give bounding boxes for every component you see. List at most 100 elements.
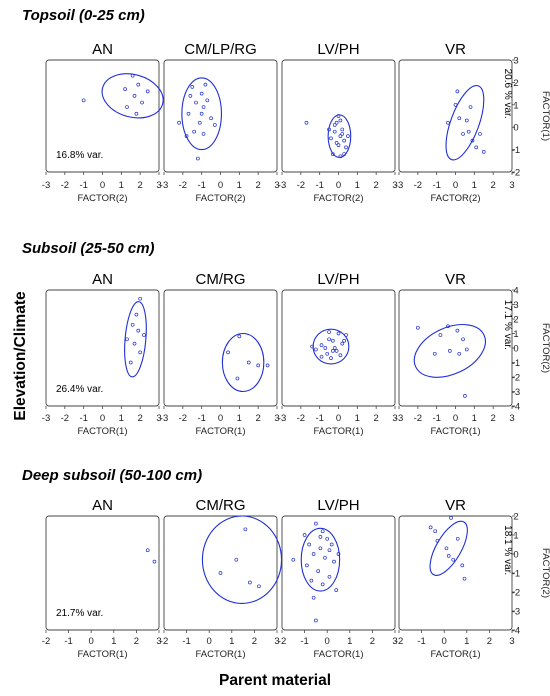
- data-point: [461, 337, 465, 342]
- x-axis-label: FACTOR(2): [78, 193, 128, 204]
- data-point: [203, 82, 208, 87]
- data-point: [446, 324, 450, 329]
- plot-frame: [281, 289, 396, 407]
- data-point: [291, 557, 296, 562]
- x-axis-label: FACTOR(2): [314, 193, 364, 204]
- data-point: [319, 343, 324, 347]
- x-tick-label: 3: [156, 180, 161, 191]
- data-point: [307, 542, 311, 547]
- x-tick-label: 2: [491, 413, 496, 424]
- y-tick-label: -4: [512, 626, 520, 637]
- x-tick-label: 2: [134, 636, 139, 647]
- x-tick-label: 1: [347, 636, 352, 647]
- panel-lv-ph: LV/PH -3 -2 -1 0 1 2 3 FACTOR(1): [278, 271, 398, 437]
- x-tick-label: -2: [414, 180, 422, 191]
- confidence-ellipse: [124, 301, 147, 378]
- data-point: [237, 334, 242, 339]
- data-point: [330, 349, 335, 353]
- data-point: [323, 555, 327, 560]
- plot-frame: [281, 59, 396, 173]
- data-point: [256, 363, 261, 368]
- x-axis-label: FACTOR(2): [431, 193, 481, 204]
- x-tick-label: -1: [315, 180, 323, 191]
- data-point: [451, 557, 456, 562]
- x-axis-label: FACTOR(1): [196, 649, 246, 660]
- data-point: [447, 349, 452, 353]
- plot-area: -3 -2 -1 0 1 2 3 FACTOR(2): [160, 59, 280, 204]
- x-tick-label: -2: [179, 180, 187, 191]
- x-tick-label: 1: [355, 180, 360, 191]
- data-point: [190, 85, 195, 89]
- x-variance-label: 16.8% var.: [56, 150, 103, 161]
- panel-cm-rg: CM/RG -2 -1 0 1 2 3 FACTOR(1): [160, 497, 283, 660]
- data-point: [140, 100, 144, 105]
- confidence-ellipse: [221, 332, 265, 393]
- data-point: [201, 105, 206, 109]
- panel-label: CM/RG: [196, 271, 246, 288]
- data-point: [332, 123, 337, 127]
- plot-area: -3 -2 -1 0 1 2 3 FACTOR(1) 26.4% var.: [42, 289, 162, 437]
- plot-area: -2 -1 0 1 2 3 FACTOR(1) 21.7% var.: [42, 515, 162, 660]
- y-tick-label: 4: [513, 286, 518, 297]
- data-point: [320, 529, 325, 534]
- x-tick-label: -3: [42, 180, 50, 191]
- y-tick-label: -3: [512, 607, 520, 618]
- panel-label: VR: [445, 497, 466, 514]
- y-axis-title: Elevation/Climate: [12, 291, 29, 421]
- data-point: [327, 330, 331, 334]
- x-tick-label: -2: [61, 180, 69, 191]
- plot-frame: [398, 515, 513, 631]
- x-tick-label: 0: [100, 180, 105, 191]
- plot-frame: [45, 515, 160, 631]
- x-tick-label: 2: [491, 180, 496, 191]
- x-tick-label: 1: [229, 636, 234, 647]
- section-title: Deep subsoil (50-100 cm): [22, 467, 202, 484]
- x-tick-label: -2: [61, 413, 69, 424]
- data-point: [457, 116, 462, 121]
- data-point: [123, 87, 127, 91]
- y-variance-label: 18.1 % var.: [502, 525, 513, 575]
- y-tick-label: -1: [512, 358, 520, 369]
- data-point: [334, 141, 339, 145]
- data-point: [438, 333, 443, 337]
- data-point: [132, 93, 137, 98]
- y-tick-label: 3: [513, 300, 518, 311]
- data-point: [336, 114, 341, 118]
- x-tick-label: 3: [156, 636, 161, 647]
- x-tick-label: 0: [100, 413, 105, 424]
- confidence-ellipse: [201, 515, 283, 604]
- x-tick-label: -3: [278, 413, 286, 424]
- data-point: [199, 111, 204, 116]
- x-tick-label: 1: [355, 413, 360, 424]
- x-tick-label: 3: [156, 413, 161, 424]
- panel-cm-rg: CM/RG -3 -2 -1 0 1 2 3 FACTOR(1): [160, 271, 280, 437]
- x-tick-label: 1: [119, 413, 124, 424]
- x-tick-label: 1: [119, 180, 124, 191]
- data-point: [432, 351, 437, 356]
- data-point: [205, 98, 210, 103]
- y-tick-label: 1: [513, 531, 518, 542]
- plot-area: -3 -2 -1 0 1 2 3 FACTOR(2) 16.8% var.: [42, 59, 164, 204]
- x-tick-label: 0: [325, 636, 330, 647]
- plot-area: -2 -1 0 1 2 3 FACTOR(1): [160, 515, 283, 660]
- data-point: [302, 533, 307, 537]
- y-tick-label: -2: [512, 373, 520, 384]
- x-tick-label: -1: [417, 636, 425, 647]
- x-tick-label: -3: [42, 413, 50, 424]
- data-point: [466, 129, 471, 134]
- x-tick-label: -1: [315, 413, 323, 424]
- data-point: [336, 331, 341, 336]
- data-point: [336, 552, 341, 556]
- data-point: [334, 349, 339, 353]
- x-tick-label: 0: [453, 413, 458, 424]
- data-point: [332, 346, 337, 350]
- data-point: [461, 132, 465, 136]
- y-tick-label: -4: [512, 402, 520, 413]
- data-point: [329, 356, 333, 361]
- data-point: [327, 574, 332, 579]
- data-point: [462, 576, 467, 581]
- plot-frame: [163, 515, 278, 631]
- panel-an: AN -3 -2 -1 0 1 2 3 FACTOR(2) 16.8% var.: [42, 41, 164, 204]
